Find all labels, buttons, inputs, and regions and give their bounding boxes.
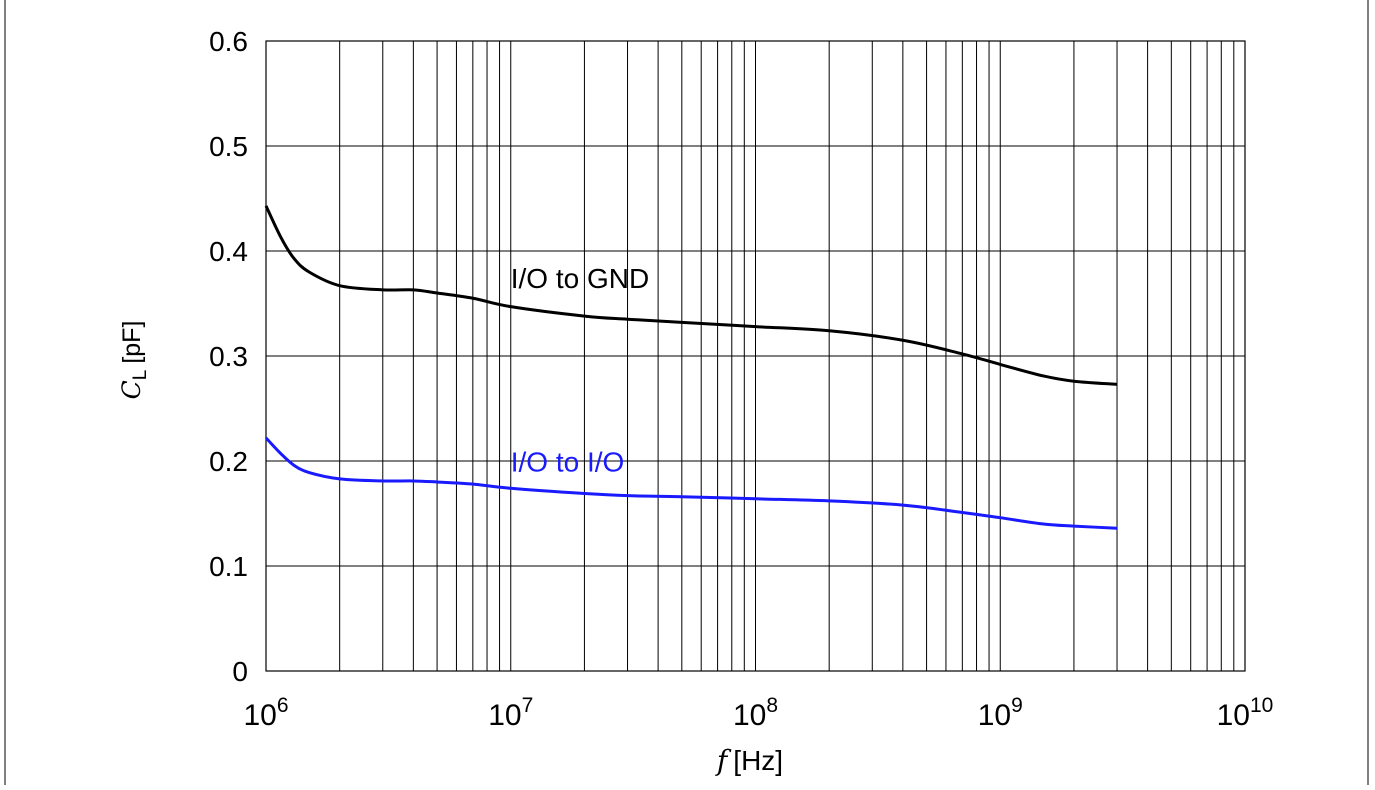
- y-tick-label: 0.2: [209, 446, 248, 477]
- series-label-io-to-gnd: I/O to GND: [511, 263, 649, 294]
- x-tick-label: 1010: [1217, 694, 1274, 732]
- series-label-io-to-io: I/O to I/O: [511, 447, 625, 478]
- plot-area: [265, 40, 1246, 672]
- y-tick-label: 0.6: [209, 26, 248, 57]
- y-axis-label: CL [pF]: [117, 321, 151, 400]
- series-line-io-to-io: [264, 436, 1118, 530]
- series-layer: I/O to GND I/O to I/O: [264, 205, 1118, 530]
- y-tick-label: 0: [232, 656, 248, 687]
- grid-lines: [265, 40, 1245, 672]
- x-tick-label: 109: [978, 694, 1023, 732]
- y-tick-label: 0.4: [209, 236, 248, 267]
- series-line-io-to-gnd: [264, 205, 1118, 386]
- x-axis-label: f [Hz]: [715, 744, 783, 777]
- y-axis-label-sub: L: [130, 370, 151, 381]
- x-tick-label: 107: [488, 694, 533, 732]
- y-axis-label-unit: [pF]: [118, 321, 146, 364]
- y-axis-label-var: C: [117, 380, 146, 399]
- x-tick-label: 108: [733, 694, 778, 732]
- x-tick-label: 106: [243, 694, 288, 732]
- x-tick-labels: 106 107 108 109 1010: [243, 694, 1273, 732]
- y-tick-label: 0.5: [209, 131, 248, 162]
- y-tick-label: 0.1: [209, 551, 248, 582]
- y-tick-label: 0.3: [209, 341, 248, 372]
- y-tick-labels: 0 0.1 0.2 0.3 0.4 0.5 0.6: [209, 26, 248, 687]
- x-axis-label-var: f: [715, 744, 732, 777]
- x-axis-label-unit: [Hz]: [733, 745, 783, 776]
